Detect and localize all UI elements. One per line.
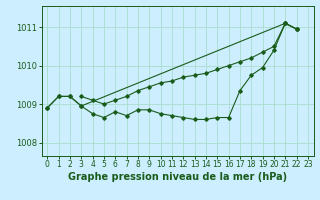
X-axis label: Graphe pression niveau de la mer (hPa): Graphe pression niveau de la mer (hPa) (68, 172, 287, 182)
